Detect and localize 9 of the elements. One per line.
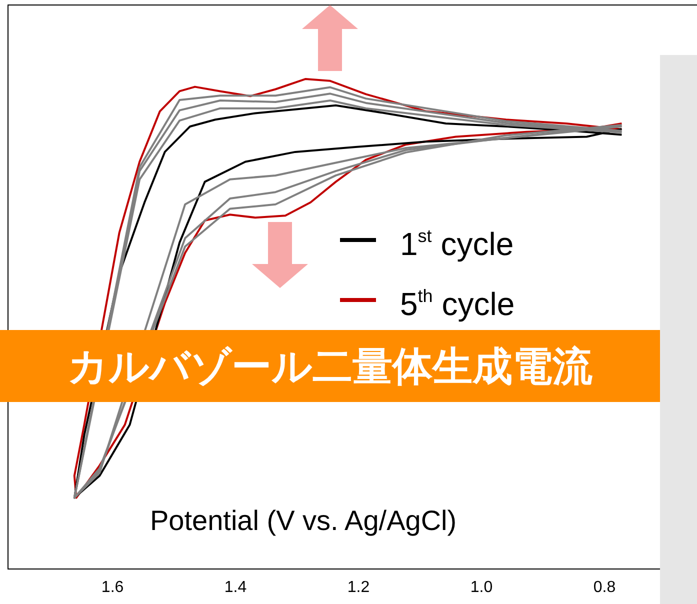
legend-label: 1$^{st}$ cycle bbox=[400, 225, 514, 264]
x-tick-label: 0.8 bbox=[593, 578, 616, 596]
x-tick-label: 1.2 bbox=[347, 578, 370, 596]
banner-label: カルバゾール二量体生成電流 bbox=[0, 330, 660, 402]
x-axis-title: Potential (V vs. Ag/AgCl) bbox=[150, 505, 457, 537]
x-tick-label: 1.6 bbox=[101, 578, 124, 596]
x-tick-label: 1.0 bbox=[470, 578, 493, 596]
x-tick-label: 1.4 bbox=[224, 578, 247, 596]
legend-label: 5$^{th}$ cycle bbox=[400, 285, 515, 324]
